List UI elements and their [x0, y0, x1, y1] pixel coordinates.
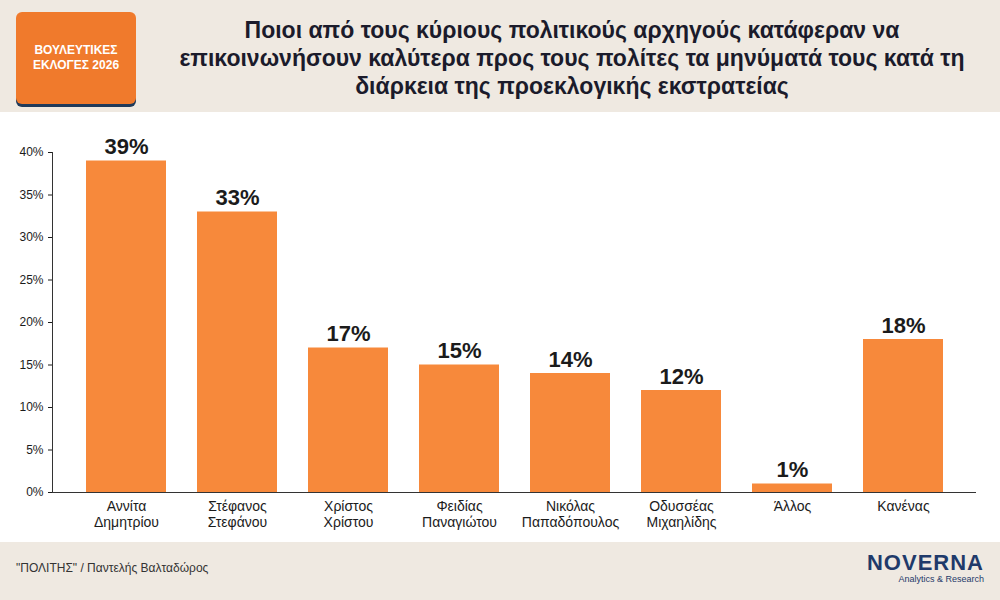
svg-text:ΟδυσσέαςΜιχαηλίδης: ΟδυσσέαςΜιχαηλίδης [646, 498, 716, 529]
svg-text:1%: 1% [777, 457, 809, 482]
svg-text:30%: 30% [19, 230, 43, 244]
svg-text:0%: 0% [26, 485, 44, 499]
html-text:Analytics & Research: Analytics & Research [898, 573, 984, 584]
html-text:NOVERNA: NOVERNA [867, 549, 984, 575]
svg-text:14%: 14% [548, 347, 592, 372]
html-text:Ποιοι από τους κύριους πολιτικ: Ποιοι από τους κύριους πολιτικούς αρχηγο… [179, 16, 965, 99]
svg-text:25%: 25% [19, 273, 43, 287]
svg-text:Κανένας: Κανένας [877, 498, 930, 514]
html-text:ΒΟΥΛΕΥΤΙΚΕΣ ΕΚΛΟΓΕΣ 2026: ΒΟΥΛΕΥΤΙΚΕΣ ΕΚΛΟΓΕΣ 2026 [32, 43, 120, 72]
svg-text:33%: 33% [215, 185, 259, 210]
svg-text:ΦειδίαςΠαναγιώτου: ΦειδίαςΠαναγιώτου [422, 498, 497, 529]
svg-text:ΑννίταΔημητρίου: ΑννίταΔημητρίου [94, 498, 159, 529]
svg-text:39%: 39% [104, 134, 148, 159]
svg-text:20%: 20% [19, 315, 43, 329]
svg-text:15%: 15% [437, 338, 481, 363]
svg-text:ΝικόλαςΠαπαδόπουλος: ΝικόλαςΠαπαδόπουλος [522, 498, 620, 529]
svg-text:Άλλος: Άλλος [774, 498, 812, 514]
svg-text:35%: 35% [19, 188, 43, 202]
svg-text:10%: 10% [19, 400, 43, 414]
svg-text:40%: 40% [19, 145, 43, 159]
svg-text:ΧρίστοςΧρίστου: ΧρίστοςΧρίστου [324, 498, 374, 529]
html-text:"ΠΟΛΙΤΗΣ" / Παντελής Βαλταδώρο: "ΠΟΛΙΤΗΣ" / Παντελής Βαλταδώρος [16, 561, 209, 575]
svg-text:ΣτέφανοςΣτεφάνου: ΣτέφανοςΣτεφάνου [208, 498, 267, 529]
svg-text:5%: 5% [26, 443, 44, 457]
svg-text:17%: 17% [326, 321, 370, 346]
svg-text:15%: 15% [19, 358, 43, 372]
svg-text:18%: 18% [881, 313, 925, 338]
svg-text:12%: 12% [659, 364, 703, 389]
